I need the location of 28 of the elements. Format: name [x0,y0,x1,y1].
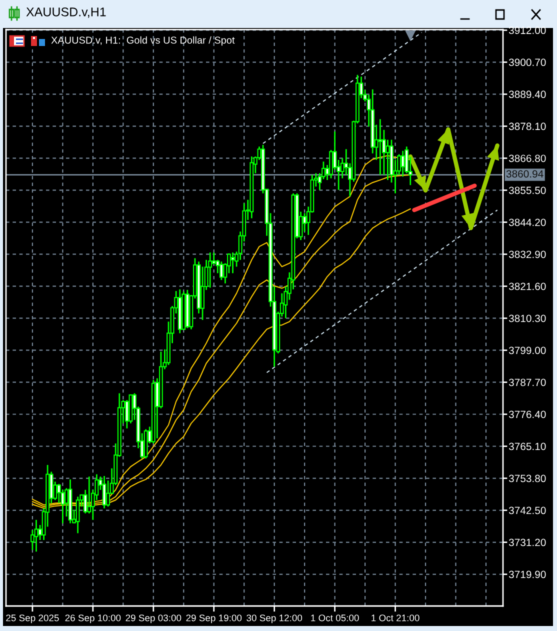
x-tick-label: 26 Sep 10:00 [65,614,121,624]
y-tick-label: 3753.80 [508,474,546,482]
y-tick-label: 3731.20 [508,538,546,546]
y-tick-label: 3810.30 [508,314,546,322]
x-tick-label: 25 Sep 2025 [6,614,59,624]
x-tick-label: 30 Sep 12:00 [246,614,302,624]
x-tick-label: 29 Sep 19:00 [186,614,242,624]
y-tick-label: 3912.00 [508,26,546,34]
y-tick-label: 3878.10 [508,122,546,130]
y-tick-label: 3799.00 [508,346,546,354]
y-tick-label: 3765.10 [508,442,546,450]
y-tick-label: 3844.20 [508,218,546,226]
y-tick-label: 3866.80 [508,154,546,162]
chart-title: XAUUSD.v,H1 [26,8,106,18]
y-tick-label: 3889.40 [508,90,546,98]
x-tick-label: 29 Sep 03:00 [126,614,182,624]
y-tick-label: 3742.50 [508,506,546,514]
y-tick-label: 3855.50 [508,186,546,194]
y-tick-label: 3832.90 [508,250,546,258]
y-tick-label: 3900.70 [508,58,546,66]
y-tick-label: 3719.90 [508,570,546,578]
y-tick-label: 3787.70 [508,378,546,386]
x-tick-label: 1 Oct 05:00 [311,614,359,622]
x-tick-label: 1 Oct 21:00 [372,614,420,622]
text: XAUUSD.v, H1: Gold vs US Dollar / Spot [51,36,235,46]
y-tick-label: 3776.40 [508,410,546,418]
ref-line-label: 3860.94 [506,170,544,178]
y-tick-label: 3821.60 [508,282,546,290]
